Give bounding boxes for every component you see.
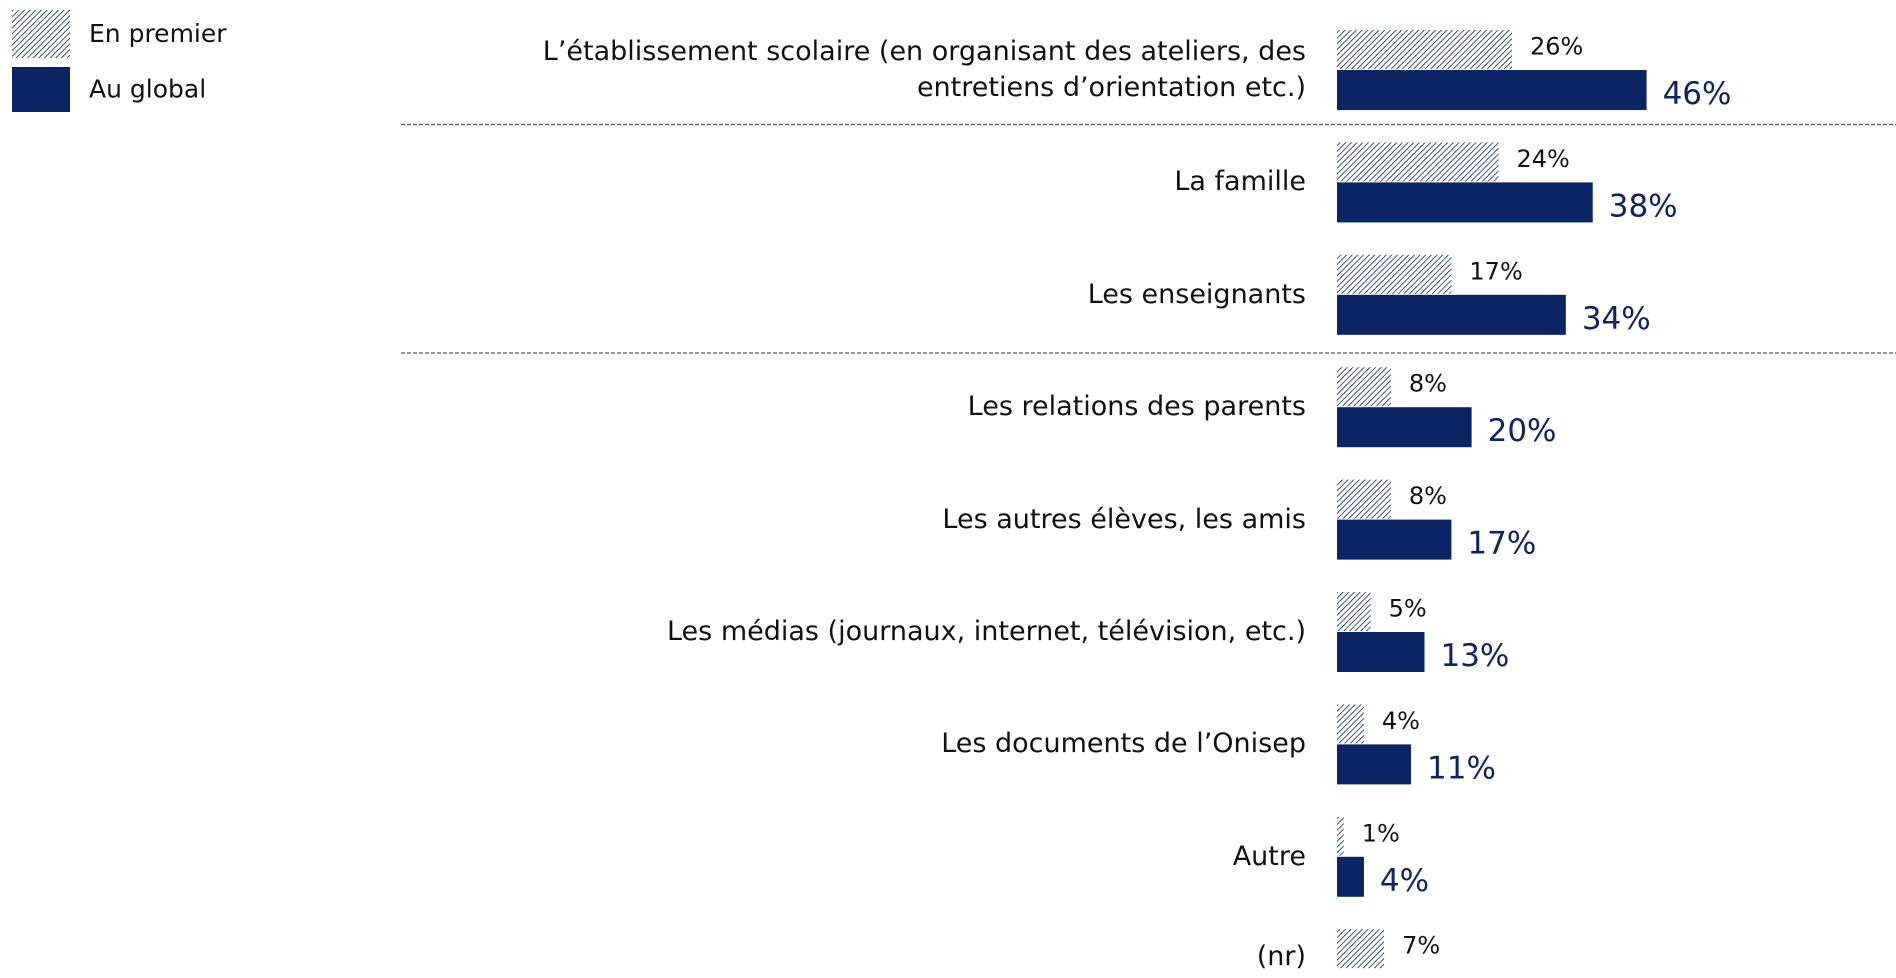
bar [1337,407,1472,448]
bar [1337,856,1364,897]
value-label: 7% [1402,932,1440,960]
bar [1337,254,1452,294]
value-label: 17% [1469,257,1522,285]
bar [1337,294,1566,335]
category-label: Les documents de l’Onisep [941,728,1306,760]
value-label: 8% [1409,482,1447,510]
bar [1337,632,1425,672]
bar [1337,30,1512,69]
bar [1337,816,1344,856]
bar [1337,704,1364,744]
bar [1337,744,1412,785]
category-label: Les autres élèves, les amis [942,503,1306,535]
value-label: 38% [1609,188,1678,224]
value-label: 4% [1380,863,1429,899]
bar [1337,367,1391,407]
value-label: 8% [1409,370,1447,398]
value-label: 46% [1663,76,1732,112]
legend-label: En premier [89,19,227,48]
category-label: La famille [1174,166,1306,198]
legend-swatch [12,10,70,58]
bar [1337,929,1385,969]
value-label: 20% [1488,413,1557,449]
value-label: 13% [1440,638,1509,674]
value-label: 26% [1530,33,1583,61]
category-label: Les médias (journaux, internet, télévisi… [666,616,1306,647]
bar [1337,592,1371,631]
value-label: 24% [1517,145,1570,173]
category-label: (nr) [1256,940,1306,972]
category-label: L’établissement scolaire (en organisant … [542,36,1306,103]
category-label: Les enseignants [1087,278,1306,310]
category-label: Autre [1232,840,1306,872]
bar [1337,479,1391,519]
bar [1337,182,1593,223]
legend-label: Au global [89,75,206,104]
value-label: 5% [1389,595,1427,623]
bar [1337,519,1452,560]
value-label: 17% [1467,526,1536,562]
value-label: 1% [1362,819,1400,847]
value-label: 34% [1582,301,1651,337]
bar [1337,142,1499,182]
bar [1337,70,1647,110]
value-label: 11% [1427,750,1496,786]
value-label: 4% [1382,707,1420,735]
category-label: Les relations des parents [967,391,1306,423]
legend-swatch [12,67,70,112]
